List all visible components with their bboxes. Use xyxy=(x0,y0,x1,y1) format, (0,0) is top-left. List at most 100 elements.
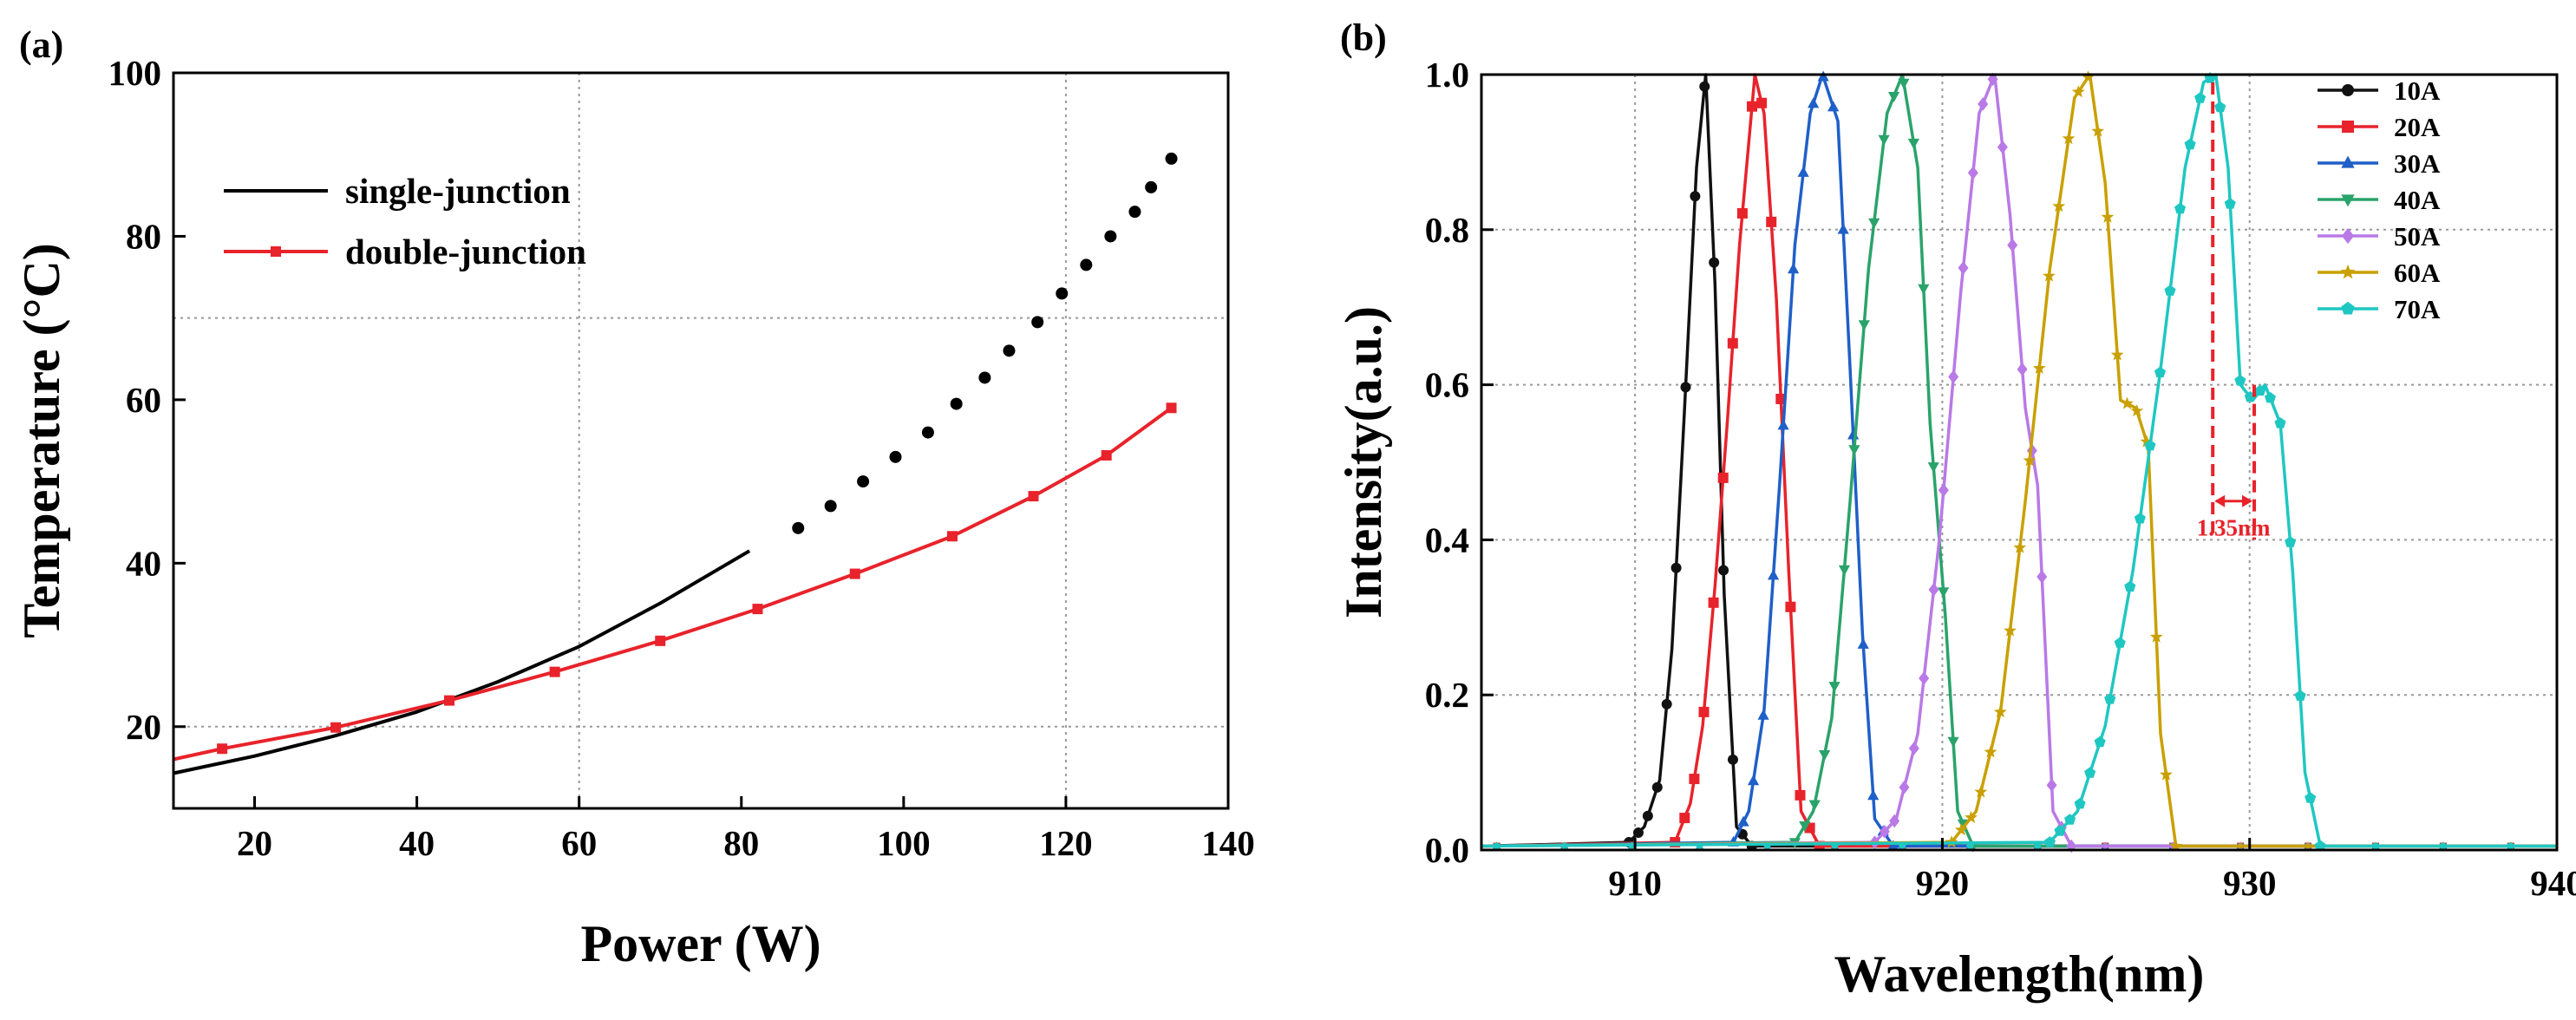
data-point-40A xyxy=(1848,445,1860,456)
data-point-70A xyxy=(2264,391,2276,403)
data-point-70A xyxy=(2194,92,2207,103)
x-tick-label: 40 xyxy=(399,823,435,863)
data-point-40A xyxy=(1819,749,1831,761)
data-point-40A xyxy=(1938,587,1950,598)
data-point-70A xyxy=(2043,836,2056,847)
data-point-60A xyxy=(1954,823,1968,836)
data-point-40A xyxy=(1868,218,1880,229)
data-point-30A xyxy=(1737,815,1749,827)
series-line-2 xyxy=(173,406,1173,762)
data-point-60A xyxy=(2082,70,2095,83)
data-point-70A xyxy=(2439,841,2448,850)
data-point-60A xyxy=(2043,269,2056,282)
data-point-60A xyxy=(2169,839,2183,852)
data-point-60A xyxy=(2149,630,2163,643)
data-point-10A xyxy=(1718,565,1729,576)
data-point-70A xyxy=(2124,580,2136,592)
data-point-40A xyxy=(1918,284,1930,295)
annotation-arrowhead-right xyxy=(2242,494,2253,507)
data-point-60A xyxy=(2023,454,2037,467)
data-point-60A xyxy=(2032,361,2046,374)
data-point-20A xyxy=(1717,472,1729,483)
data-point-50A xyxy=(1928,583,1939,597)
data-point-70A xyxy=(2134,513,2146,524)
data-point-60A xyxy=(2160,768,2173,781)
data-point-70A xyxy=(2294,690,2306,701)
data-point-10A xyxy=(1661,698,1672,709)
data-point-20A xyxy=(1756,97,1768,108)
data-point-30A xyxy=(1757,709,1769,720)
data-point-double-junction xyxy=(752,604,763,615)
data-point-70A xyxy=(2144,439,2156,451)
data-point-double-junction xyxy=(655,635,666,646)
data-point-double-junction xyxy=(946,531,958,542)
data-point-70A xyxy=(2033,841,2042,850)
data-point-20A xyxy=(1785,601,1796,612)
data-point-20A xyxy=(1736,207,1748,219)
data-point-60A xyxy=(2304,841,2312,850)
data-point-40A xyxy=(1838,565,1851,576)
data-point-60A xyxy=(2236,841,2245,850)
data-point-30A xyxy=(1837,223,1849,234)
x-tick-label: 910 xyxy=(1608,863,1662,903)
panel-a-ticks: 20 40 60 80 100 120 140 20 40 60 80 100 xyxy=(108,53,1255,863)
legend-marker-10A xyxy=(2342,84,2354,96)
data-point-10A xyxy=(1670,562,1682,573)
series-line-10A xyxy=(1481,73,2557,848)
data-point-60A xyxy=(2121,396,2134,409)
data-point-20A xyxy=(1679,813,1690,824)
data-point-20A xyxy=(1708,597,1719,608)
data-point-70A xyxy=(2104,693,2116,704)
data-point-30A xyxy=(1767,569,1780,580)
data-point-20A xyxy=(1766,216,1777,227)
y-tick-label: 0.8 xyxy=(1425,210,1469,250)
y-tick-label: 100 xyxy=(108,53,162,93)
legend-marker-40A xyxy=(2341,194,2355,207)
data-point-70A xyxy=(1493,841,1501,850)
data-point-extrapolated xyxy=(950,397,963,410)
data-point-double-junction xyxy=(1166,402,1177,414)
legend-label-20A: 20A xyxy=(2394,112,2441,142)
legend-marker-60A xyxy=(2340,264,2356,279)
series-line-20A xyxy=(1481,73,2557,848)
data-point-extrapolated xyxy=(1165,152,1178,165)
panel-a-legend: single-junction double-junction xyxy=(224,171,586,271)
y-tick-label: 0.6 xyxy=(1425,365,1469,405)
data-point-extrapolated xyxy=(1128,206,1141,219)
data-point-30A xyxy=(1777,419,1789,430)
data-point-extrapolated xyxy=(1104,230,1117,243)
data-point-50A xyxy=(1948,369,1959,384)
legend-label-50A: 50A xyxy=(2394,221,2441,252)
data-point-70A xyxy=(2064,814,2076,825)
panel-b-chart: 910 920 930 940 0.0 0.2 0.4 0.6 0.8 1.0 1.35nm Wa… xyxy=(1335,55,2576,1003)
data-point-extrapolated xyxy=(978,371,991,384)
data-point-40A xyxy=(1907,138,1919,149)
panel-b-ylabel: Intensity(a.u.) xyxy=(1335,306,1392,618)
data-point-50A xyxy=(1889,814,1900,828)
data-point-40A xyxy=(1878,134,1890,146)
data-point-70A xyxy=(1899,841,1906,850)
legend-label-60A: 60A xyxy=(2394,258,2441,288)
data-point-70A xyxy=(2164,284,2176,296)
y-tick-label: 0.4 xyxy=(1425,520,1469,559)
data-point-70A xyxy=(2154,366,2166,378)
data-point-30A xyxy=(1887,840,1899,851)
legend-marker-double-junction xyxy=(271,246,281,257)
data-point-10A xyxy=(1680,382,1691,393)
data-point-50A xyxy=(1919,671,1930,685)
data-point-60A xyxy=(2062,132,2076,145)
series-70A xyxy=(1481,72,2557,852)
data-point-extrapolated xyxy=(1080,258,1093,271)
data-point-50A xyxy=(1978,97,1989,111)
legend-marker-50A xyxy=(2342,227,2354,245)
data-point-10A xyxy=(1727,754,1738,765)
annotation-arrowhead-left xyxy=(2214,494,2226,507)
data-point-10A xyxy=(1651,781,1663,793)
data-point-60A xyxy=(2110,348,2124,361)
data-point-60A xyxy=(2013,540,2027,553)
data-point-70A xyxy=(2371,841,2380,850)
data-point-70A xyxy=(2285,536,2297,547)
data-point-60A xyxy=(2140,435,2154,448)
data-point-70A xyxy=(2054,825,2066,836)
data-point-10A xyxy=(1632,827,1644,839)
